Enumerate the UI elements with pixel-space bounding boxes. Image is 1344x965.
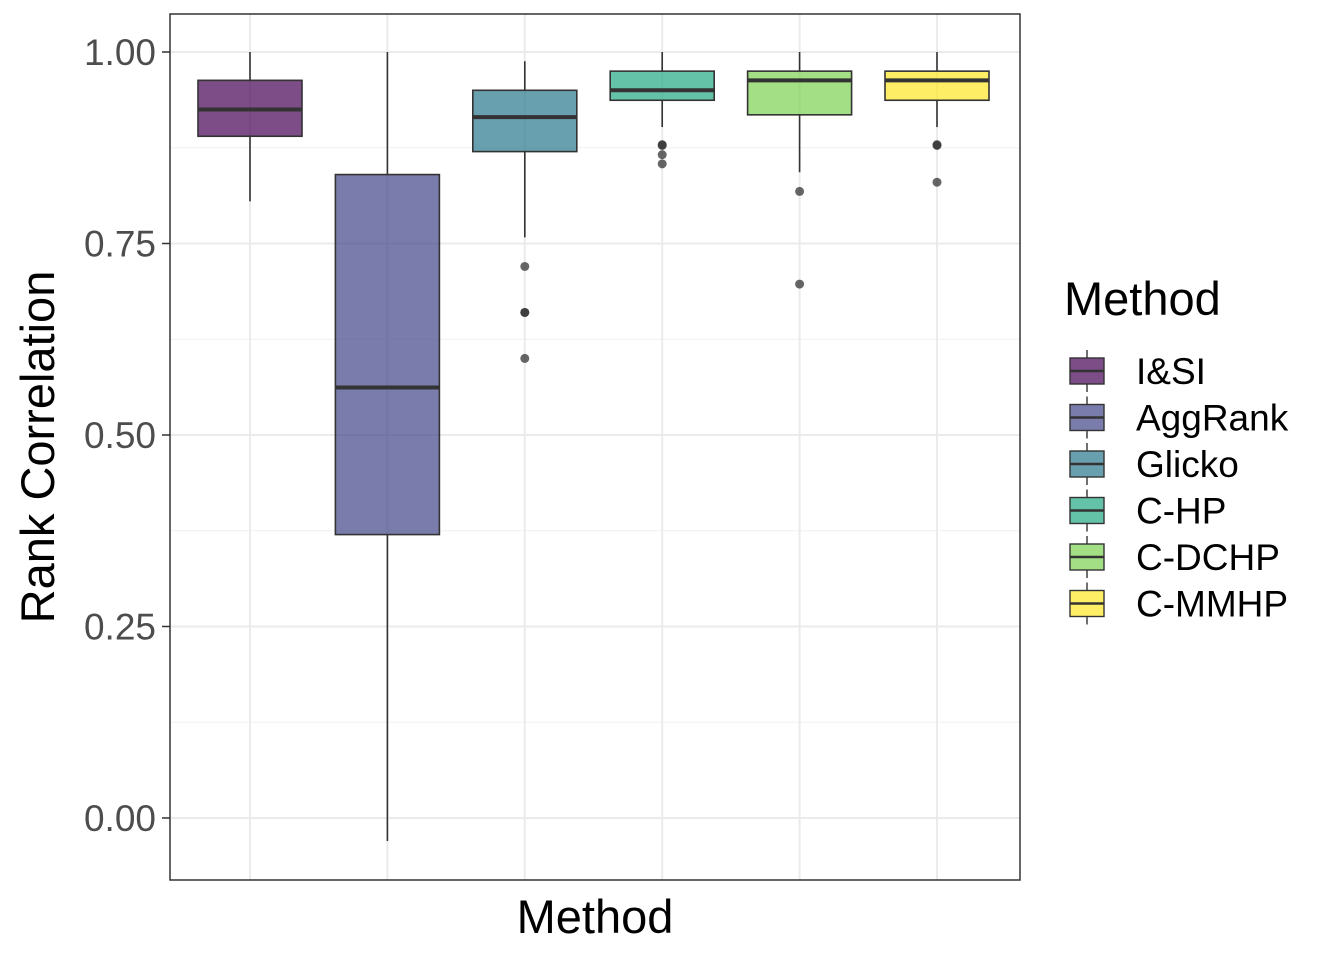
box-glicko [471, 61, 578, 363]
y-tick-label: 0.50 [84, 415, 156, 456]
legend-item-aggrank: AggRank [1069, 396, 1289, 439]
box-aggrank [334, 52, 441, 841]
box-layer [197, 52, 990, 841]
y-axis-ticks: 0.00 0.25 0.50 0.75 1.00 [84, 32, 170, 839]
outlier-point [520, 307, 530, 317]
outlier-point [657, 150, 667, 160]
iqr-box [471, 89, 578, 153]
outlier-point [932, 177, 942, 187]
outlier-point [520, 353, 530, 363]
legend-label: C-DCHP [1136, 537, 1280, 578]
legend-item-glicko: Glicko [1069, 443, 1239, 485]
y-axis-title: Rank Correlation [11, 271, 64, 624]
outlier-point [657, 140, 667, 150]
outlier-point [795, 186, 805, 196]
outlier-point [657, 159, 667, 169]
outlier-point [795, 279, 805, 289]
legend-item-i-si: I&SI [1069, 350, 1206, 392]
legend-item-c-hp: C-HP [1069, 489, 1226, 532]
box-i-si [197, 52, 303, 202]
outlier-point [520, 261, 530, 271]
y-tick-label: 0.00 [84, 798, 156, 839]
iqr-box [746, 70, 853, 116]
legend-label: C-MMHP [1136, 584, 1288, 625]
legend-item-c-mmhp: C-MMHP [1069, 582, 1288, 625]
y-tick-label: 0.75 [84, 224, 156, 265]
legend: I&SI AggRank Glicko C-HP C-DCHP C-MMHP [1069, 350, 1289, 625]
legend-label: Glicko [1136, 444, 1239, 485]
y-tick-label: 0.25 [84, 607, 156, 648]
iqr-box [884, 70, 990, 102]
y-tick-label: 1.00 [84, 32, 156, 73]
box-c-mmhp [884, 52, 990, 187]
legend-title: Method [1064, 272, 1221, 325]
x-axis-title: Method [517, 890, 674, 943]
box-c-hp [609, 52, 716, 169]
panel-border [169, 13, 1021, 881]
iqr-box [334, 173, 441, 536]
legend-item-c-dchp: C-DCHP [1069, 536, 1280, 578]
legend-label: I&SI [1136, 351, 1206, 392]
legend-label: C-HP [1136, 491, 1226, 532]
legend-label: AggRank [1136, 398, 1289, 439]
box-c-dchp [746, 52, 853, 289]
iqr-box [609, 70, 716, 102]
outlier-point [932, 140, 942, 150]
